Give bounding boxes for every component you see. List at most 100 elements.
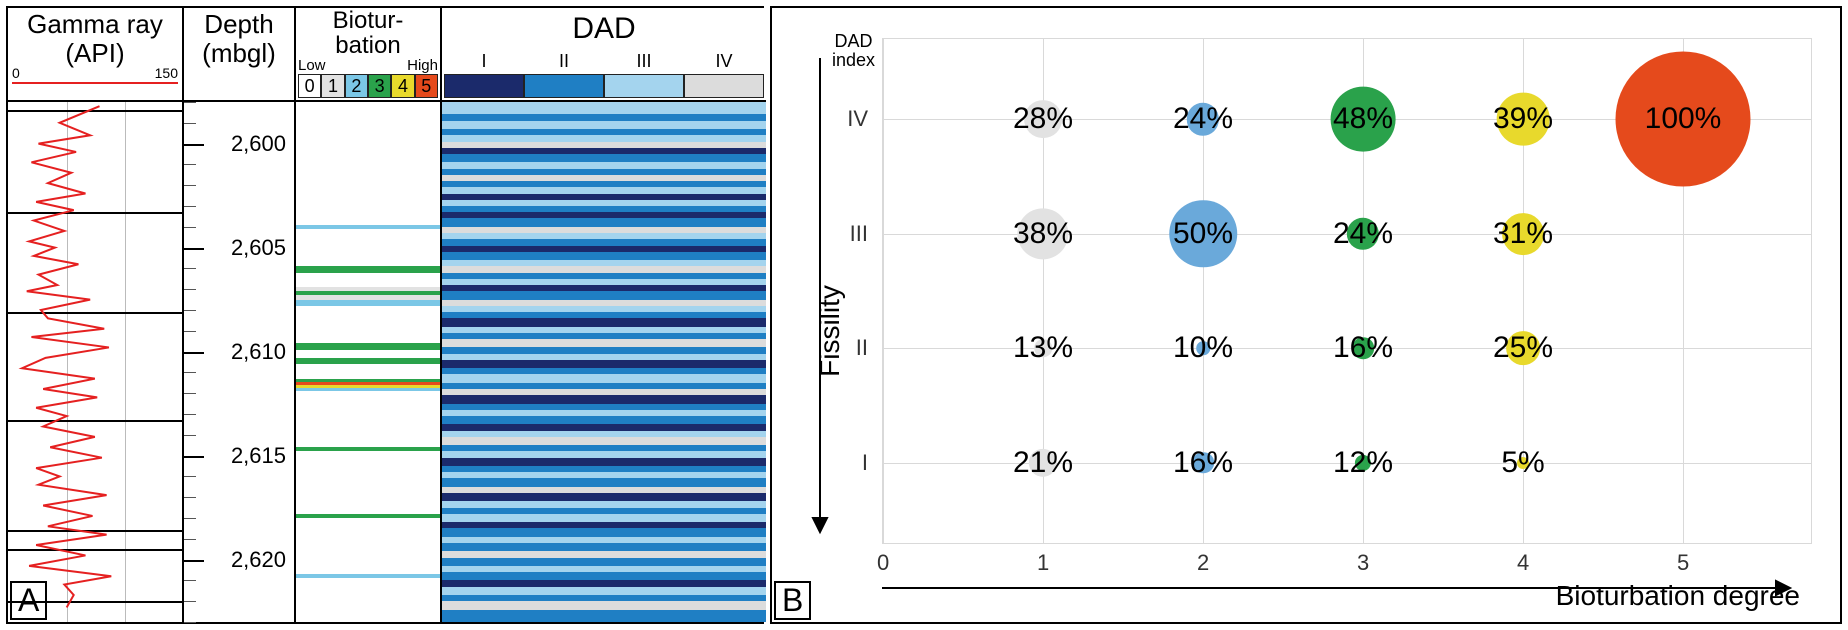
dad-interval: [442, 543, 766, 551]
bubble-label: 25%: [1493, 331, 1553, 365]
depth-major-tick: [184, 248, 204, 250]
gamma-curve: [8, 102, 184, 622]
panel-b-inner: 21% 16% 12% 5% 13% 10% 16% 25% 38% 50% 24% 31% 28% 24…: [772, 8, 1840, 622]
dad-interval: [442, 528, 766, 536]
bubble-label: 28%: [1013, 102, 1073, 136]
bioturbation-legend-labels: Low High: [298, 58, 438, 75]
bubble-label: 48%: [1333, 102, 1393, 136]
bioturbation-interval: [296, 451, 440, 513]
gamma-title-1: Gamma ray: [27, 10, 163, 39]
depth-minor-tick: [184, 206, 196, 207]
depth-label: 2,620: [231, 547, 286, 573]
bioturbation-legend-cell: 2: [345, 74, 368, 98]
dad-interval: [442, 318, 766, 326]
depth-minor-tick: [184, 539, 196, 540]
bubble-label: 38%: [1013, 217, 1073, 251]
gamma-title-2: (API): [65, 39, 124, 68]
depth-major-tick: [184, 144, 204, 146]
bioturbation-interval: [296, 364, 440, 379]
dad-index-tag: DADindex: [832, 32, 875, 70]
bubble-label: 50%: [1173, 217, 1233, 251]
bubble-chart: 21% 16% 12% 5% 13% 10% 16% 25% 38% 50% 24% 31% 28% 24…: [882, 38, 1812, 544]
dad-interval: [442, 291, 766, 299]
depth-major-tick: [184, 456, 204, 458]
dad-interval: [442, 572, 766, 580]
bioturbation-interval: [296, 391, 440, 447]
chart-grid-v: [883, 39, 884, 543]
gamma-header: Gamma ray (API) 0 150: [8, 8, 182, 102]
dad-interval: [442, 102, 766, 114]
depth-minor-tick: [184, 622, 196, 623]
bioturbation-interval: [296, 102, 440, 225]
dad-interval: [442, 587, 766, 595]
bubble-label: 13%: [1013, 331, 1073, 365]
dad-legend-cell: [444, 74, 524, 98]
dad-legend-cell: [684, 74, 764, 98]
dad-title: DAD: [442, 12, 766, 45]
dad-interval: [442, 514, 766, 522]
figure: A Gamma ray (API) 0 150 Depth (mbgl) 2,6…: [0, 0, 1848, 630]
bioturbation-legend-cell: 0: [298, 74, 321, 98]
bubble-label: 24%: [1173, 102, 1233, 136]
bioturbation-interval: [296, 229, 440, 266]
panel-a: A Gamma ray (API) 0 150 Depth (mbgl) 2,6…: [6, 6, 764, 624]
depth-label: 2,610: [231, 339, 286, 365]
x-axis-label: Bioturbation degree: [1556, 580, 1800, 612]
x-tick-label: 3: [1357, 550, 1369, 576]
dad-interval: [442, 395, 766, 403]
depth-minor-tick: [184, 601, 196, 602]
bubble-label: 10%: [1173, 331, 1233, 365]
depth-minor-tick: [184, 414, 196, 415]
y-tick-label: I: [862, 450, 868, 476]
depth-minor-tick: [184, 164, 196, 165]
depth-minor-tick: [184, 435, 196, 436]
x-tick-label: 5: [1677, 550, 1689, 576]
dad-interval: [442, 360, 766, 368]
depth-label: 2,605: [231, 235, 286, 261]
bubble-label: 12%: [1333, 446, 1393, 480]
dad-interval: [442, 339, 766, 347]
dad-interval: [442, 154, 766, 162]
x-tick-label: 1: [1037, 550, 1049, 576]
bioturbation-legend-cell: 1: [321, 74, 344, 98]
bubble-label: 21%: [1013, 446, 1073, 480]
dad-legend-label: I: [481, 52, 486, 72]
bioturbation-track: Biotur-bation Low High 012345: [296, 8, 442, 622]
dad-interval: [442, 374, 766, 382]
depth-minor-tick: [184, 310, 196, 311]
depth-minor-tick: [184, 580, 196, 581]
depth-ticks: 2,6002,6052,6102,6152,620: [184, 102, 294, 622]
y-tick-label: IV: [847, 106, 868, 132]
bubble-label: 31%: [1493, 217, 1553, 251]
bioturbation-legend: 012345: [298, 74, 438, 98]
depth-major-tick: [184, 352, 204, 354]
dad-legend-label: IV: [715, 52, 732, 72]
bioturbation-header: Biotur-bation Low High 012345: [296, 8, 440, 102]
bubble-label: 100%: [1645, 102, 1722, 136]
bioturbation-legend-cell: 5: [415, 74, 438, 98]
depth-minor-tick: [184, 289, 196, 290]
depth-minor-tick: [184, 123, 196, 124]
depth-minor-tick: [184, 476, 196, 477]
bioturbation-title: Biotur-bation: [296, 8, 440, 58]
bubble-label: 24%: [1333, 217, 1393, 251]
y-tick-label: II: [856, 335, 868, 361]
bioturbation-interval: [296, 306, 440, 343]
gamma-ray-track: Gamma ray (API) 0 150: [8, 8, 184, 622]
dad-interval: [442, 458, 766, 466]
bioturbation-interval: [296, 518, 440, 574]
bioturbation-interval: [296, 350, 440, 358]
depth-minor-tick: [184, 227, 196, 228]
bubble-label: 16%: [1173, 446, 1233, 480]
dad-header: DAD IIIIIIIV: [442, 8, 766, 102]
depth-minor-tick: [184, 331, 196, 332]
bubble-label: 39%: [1493, 102, 1553, 136]
bioturbation-legend-cell: 4: [391, 74, 414, 98]
dad-interval: [442, 478, 766, 486]
y-tick-label: III: [850, 221, 868, 247]
dad-legend-label: III: [636, 52, 651, 72]
gamma-axis-line: [12, 82, 178, 84]
gamma-axis-min: 0: [12, 66, 20, 81]
bubble-label: 5%: [1501, 446, 1544, 480]
bubble-label: 16%: [1333, 331, 1393, 365]
